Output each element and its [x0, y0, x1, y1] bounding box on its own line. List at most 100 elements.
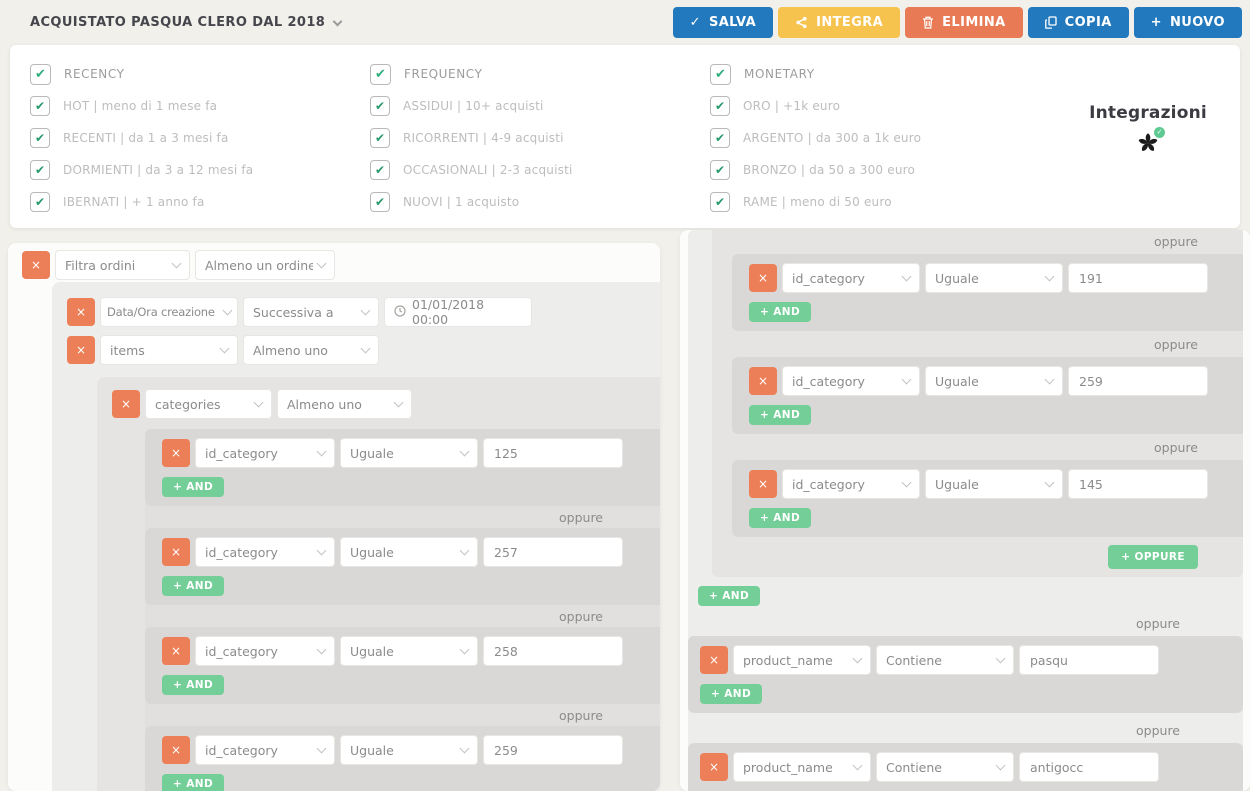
condition-value-input[interactable] [1068, 263, 1208, 293]
condition-value-input[interactable] [483, 537, 623, 567]
or-separator: oppure [559, 707, 603, 723]
condition-value-input[interactable] [1068, 366, 1208, 396]
category-or-list: oppure × id_category Uguale + AND oppu [712, 230, 1243, 577]
remove-filter-button[interactable]: × [22, 251, 50, 279]
copy-button[interactable]: COPIA [1027, 7, 1129, 38]
chevron-down-icon [332, 16, 343, 26]
condition-field-select[interactable]: id_category [782, 263, 920, 293]
remove-rule-button[interactable]: × [112, 390, 140, 418]
chevron-down-icon [253, 397, 264, 407]
ibernati-checkbox[interactable]: ✔ [30, 192, 50, 212]
integration-pinwheel-icon[interactable]: ✓ [1136, 127, 1165, 159]
condition-value-input[interactable] [1019, 752, 1159, 782]
condition-field-select[interactable]: id_category [195, 735, 335, 765]
condition-value-input[interactable] [483, 735, 623, 765]
toolbar: ✓ SALVA INTEGRA ELIMINA COPIA + NUOVO [672, 7, 1242, 38]
condition-operator-select[interactable]: Uguale [925, 469, 1063, 499]
condition-value-input[interactable] [1068, 469, 1208, 499]
categories-operator-select[interactable]: Almeno uno [277, 389, 412, 419]
remove-rule-button[interactable]: × [67, 298, 95, 326]
monetary-checkbox[interactable]: ✔ [710, 63, 731, 85]
condition-operator-select[interactable]: Uguale [925, 263, 1063, 293]
items-operator-select[interactable]: Almeno uno [243, 335, 379, 365]
add-and-button[interactable]: + AND [162, 576, 225, 596]
filter-operator-select[interactable]: Almeno un ordine [195, 250, 335, 280]
rfm-item-row: ✔ ORO | +1k euro [710, 90, 921, 122]
rame-checkbox[interactable]: ✔ [710, 192, 730, 212]
oro-checkbox[interactable]: ✔ [710, 96, 730, 116]
remove-condition-button[interactable]: × [162, 637, 190, 665]
condition-field-select[interactable]: id_category [782, 366, 920, 396]
add-and-button[interactable]: + AND [749, 508, 812, 528]
add-oppure-button[interactable]: + OPPURE [1108, 545, 1198, 569]
categories-rule-row: × categories Almeno uno [112, 389, 660, 419]
rfm-header-label: MONETARY [744, 67, 815, 81]
add-and-button[interactable]: + AND [698, 586, 761, 606]
occasionali-checkbox[interactable]: ✔ [370, 160, 390, 180]
condition-value-input[interactable] [483, 438, 623, 468]
remove-condition-button[interactable]: × [749, 367, 777, 395]
condition-block: × product_name Contiene + AND [688, 743, 1243, 791]
condition-field-select[interactable]: id_category [195, 537, 335, 567]
chevron-down-icon [901, 374, 912, 384]
filter-root-row: × Filtra ordini Almeno un ordine [8, 243, 660, 280]
add-and-button[interactable]: + AND [700, 684, 763, 704]
rfm-item-row: ✔ HOT | meno di 1 mese fa [30, 90, 253, 122]
chevron-down-icon [995, 653, 1006, 663]
assidui-checkbox[interactable]: ✔ [370, 96, 390, 116]
order-filter-panel: × Filtra ordini Almeno un ordine × Data/… [8, 243, 660, 791]
add-and-button[interactable]: + AND [162, 477, 225, 497]
condition-field-select[interactable]: id_category [195, 438, 335, 468]
ricorrenti-checkbox[interactable]: ✔ [370, 128, 390, 148]
condition-operator-select[interactable]: Uguale [340, 438, 478, 468]
date-value-input[interactable]: 01/01/2018 00:00 [384, 297, 532, 327]
dormienti-checkbox[interactable]: ✔ [30, 160, 50, 180]
items-field-select[interactable]: items [100, 335, 238, 365]
remove-condition-button[interactable]: × [162, 538, 190, 566]
condition-operator-select[interactable]: Uguale [340, 537, 478, 567]
segment-title-dropdown[interactable]: ACQUISTATO PASQUA CLERO DAL 2018 [30, 15, 343, 30]
condition-operator-select[interactable]: Uguale [340, 735, 478, 765]
condition-operator-select[interactable]: Uguale [925, 366, 1063, 396]
chevron-down-icon [901, 477, 912, 487]
date-field-select[interactable]: Data/Ora creazione ordi [100, 297, 238, 327]
remove-condition-button[interactable]: × [162, 736, 190, 764]
chevron-down-icon [360, 343, 371, 353]
chevron-down-icon [1044, 271, 1055, 281]
save-button[interactable]: ✓ SALVA [672, 7, 774, 38]
chevron-down-icon [316, 258, 327, 268]
condition-field-select[interactable]: id_category [195, 636, 335, 666]
chevron-down-icon [459, 743, 470, 753]
condition-operator-select[interactable]: Contiene [876, 752, 1014, 782]
condition-value-input[interactable] [483, 636, 623, 666]
condition-operator-select[interactable]: Uguale [340, 636, 478, 666]
categories-field-select[interactable]: categories [145, 389, 272, 419]
frequency-checkbox[interactable]: ✔ [370, 63, 391, 85]
condition-field-select[interactable]: product_name [733, 752, 871, 782]
add-and-button[interactable]: + AND [749, 302, 812, 322]
integrate-button[interactable]: INTEGRA [778, 7, 901, 38]
delete-button[interactable]: ELIMINA [905, 7, 1023, 38]
remove-condition-button[interactable]: × [749, 470, 777, 498]
remove-condition-button[interactable]: × [749, 264, 777, 292]
remove-condition-button[interactable]: × [700, 753, 728, 781]
filter-field-select[interactable]: Filtra ordini [55, 250, 190, 280]
hot-checkbox[interactable]: ✔ [30, 96, 50, 116]
add-and-button[interactable]: + AND [162, 774, 225, 791]
condition-operator-select[interactable]: Contiene [876, 645, 1014, 675]
condition-field-select[interactable]: id_category [782, 469, 920, 499]
recenti-checkbox[interactable]: ✔ [30, 128, 50, 148]
remove-condition-button[interactable]: × [162, 439, 190, 467]
date-operator-select[interactable]: Successiva a [243, 297, 379, 327]
bronzo-checkbox[interactable]: ✔ [710, 160, 730, 180]
remove-rule-button[interactable]: × [67, 336, 95, 364]
add-and-button[interactable]: + AND [162, 675, 225, 695]
add-and-button[interactable]: + AND [749, 405, 812, 425]
recency-checkbox[interactable]: ✔ [30, 63, 51, 85]
remove-condition-button[interactable]: × [700, 646, 728, 674]
argento-checkbox[interactable]: ✔ [710, 128, 730, 148]
new-button[interactable]: + NUOVO [1133, 7, 1242, 38]
nuovi-checkbox[interactable]: ✔ [370, 192, 390, 212]
condition-value-input[interactable] [1019, 645, 1159, 675]
condition-field-select[interactable]: product_name [733, 645, 871, 675]
